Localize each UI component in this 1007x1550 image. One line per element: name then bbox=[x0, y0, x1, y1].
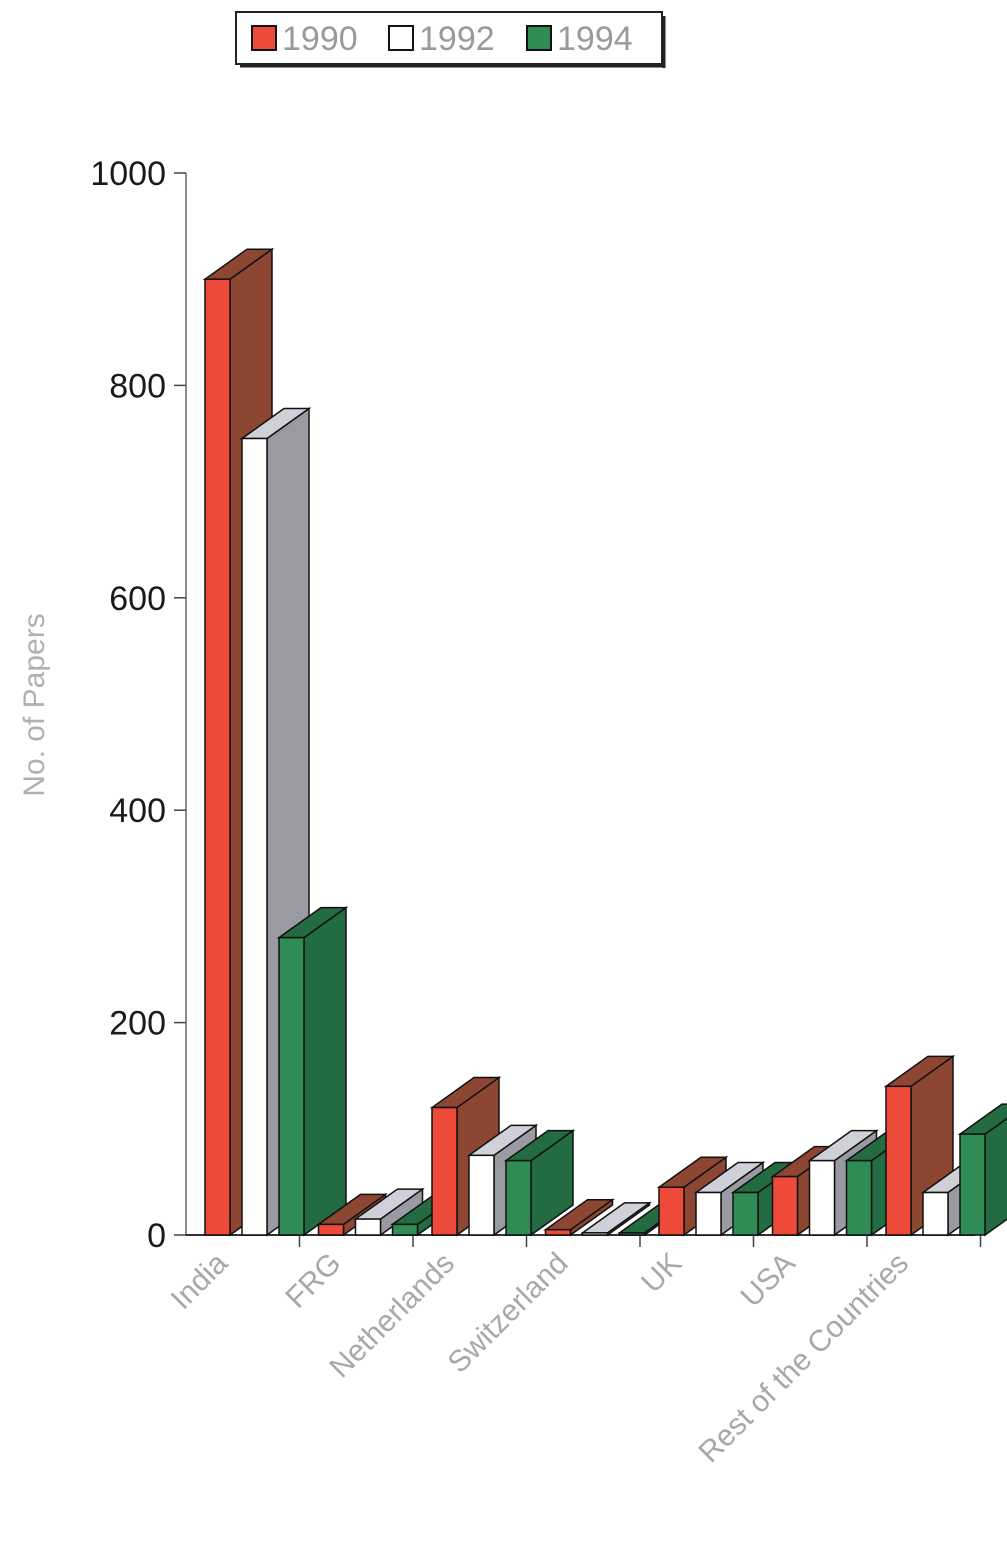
bar-front bbox=[581, 1232, 609, 1236]
bar-front bbox=[808, 1159, 836, 1236]
y-axis-label: No. of Papers bbox=[18, 613, 51, 796]
category-label: Rest of the Countries bbox=[692, 1247, 915, 1470]
legend-label-1992: 1992 bbox=[419, 20, 495, 58]
bar-front bbox=[771, 1175, 799, 1236]
bar-side bbox=[303, 906, 347, 1237]
legend-box bbox=[235, 11, 663, 65]
legend-label-1990: 1990 bbox=[282, 20, 358, 58]
bar-front bbox=[278, 936, 305, 1236]
bar-1994-netherlands bbox=[503, 1129, 576, 1237]
bar-front bbox=[922, 1191, 949, 1236]
bar-1992-frg bbox=[353, 1187, 425, 1237]
bar-front bbox=[354, 1218, 382, 1236]
bar-1992-switzerland bbox=[580, 1201, 652, 1237]
bar-front bbox=[544, 1228, 572, 1236]
bar-front bbox=[618, 1232, 646, 1236]
bar-front bbox=[317, 1223, 345, 1236]
category-label: FRG bbox=[279, 1247, 347, 1315]
y-tick-label: 600 bbox=[109, 580, 166, 618]
bar-front bbox=[505, 1159, 532, 1236]
legend: 1990 1992 1994 bbox=[235, 11, 666, 68]
legend-label-1994: 1994 bbox=[557, 20, 633, 58]
bar-1994-rest-of-the-countries bbox=[957, 1103, 1007, 1237]
bar-front bbox=[845, 1159, 873, 1236]
y-tick-label: 800 bbox=[109, 367, 166, 405]
bar-1994-india bbox=[276, 906, 349, 1237]
bar-front bbox=[391, 1223, 419, 1236]
y-tick-label: 0 bbox=[147, 1217, 166, 1255]
bar-1990-switzerland bbox=[543, 1198, 615, 1237]
bar-front bbox=[732, 1191, 759, 1236]
category-label: India bbox=[165, 1246, 235, 1316]
legend-swatch-1994 bbox=[526, 25, 552, 51]
bar-front bbox=[959, 1133, 986, 1236]
y-tick-label: 200 bbox=[109, 1005, 166, 1043]
category-label: USA bbox=[735, 1247, 802, 1314]
y-tick-label: 1000 bbox=[90, 155, 166, 193]
category-label: Switzerland bbox=[442, 1247, 575, 1380]
bar-front bbox=[241, 437, 268, 1236]
bar-front bbox=[885, 1085, 912, 1236]
bar-front bbox=[431, 1106, 458, 1236]
bar-front bbox=[658, 1186, 685, 1236]
bar-front bbox=[468, 1154, 495, 1236]
legend-swatch-1990 bbox=[251, 25, 277, 51]
legend-swatch-1992 bbox=[388, 25, 414, 51]
category-label: UK bbox=[635, 1247, 688, 1300]
bar-front bbox=[204, 278, 231, 1236]
bars bbox=[202, 247, 1007, 1237]
axes: 0 200 400 600 800 1000 bbox=[90, 155, 982, 1255]
bar-front bbox=[695, 1191, 722, 1236]
y-tick-label: 400 bbox=[109, 792, 166, 830]
